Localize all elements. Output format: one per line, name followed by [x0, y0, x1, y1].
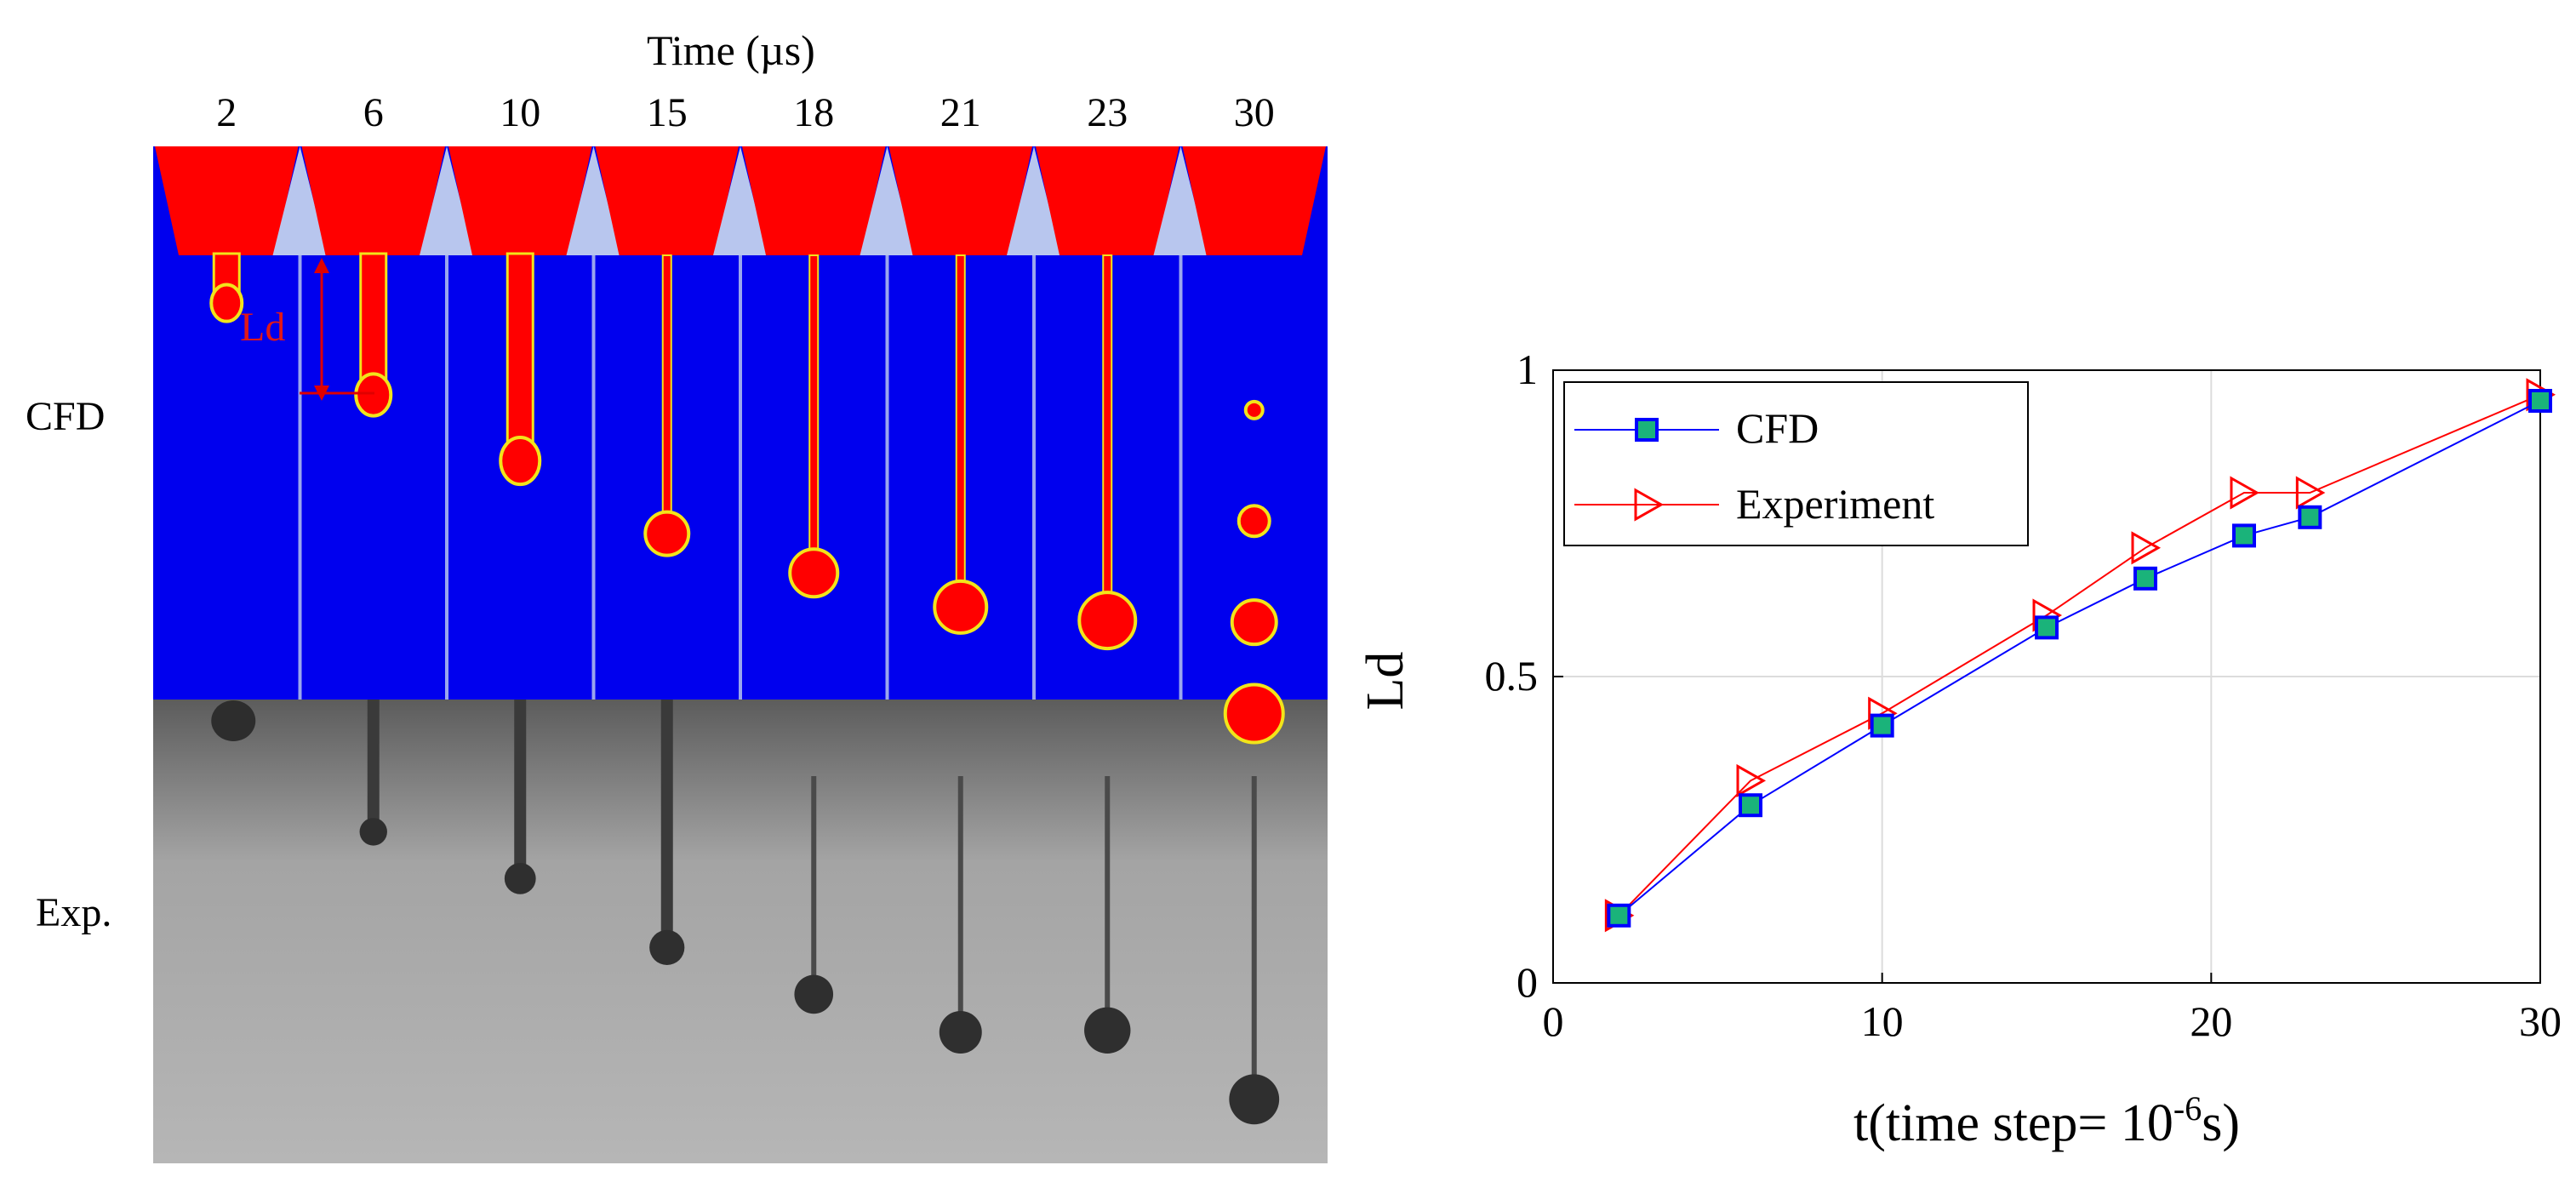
- exp-background: [153, 700, 1328, 1163]
- time-header: Time (µs): [647, 26, 815, 74]
- experiment-point: [2230, 476, 2260, 510]
- ld-annotation: Ld: [240, 305, 285, 350]
- liquid-reservoir: [1182, 146, 1326, 255]
- exp-ligament: [957, 776, 963, 1037]
- legend-exp-label: Experiment: [1736, 480, 1934, 528]
- legend-cfd-marker: [1635, 418, 1659, 442]
- exp-ligament: [367, 700, 380, 832]
- jet-head: [1077, 591, 1138, 651]
- exp-ligament: [1251, 776, 1257, 1108]
- liquid-reservoir: [888, 146, 1032, 255]
- satellite-droplet: [1237, 504, 1271, 539]
- experiment-point: [1736, 763, 1767, 797]
- experiment-point: [2295, 476, 2326, 510]
- satellite-droplet: [1230, 598, 1278, 647]
- time-label: 6: [363, 90, 384, 135]
- row-label-exp: Exp.: [36, 890, 112, 935]
- exp-ligament: [514, 700, 527, 879]
- x-axis-label-main: t(time step= 10: [1853, 1094, 2173, 1152]
- cfd-point: [1607, 903, 1631, 928]
- nozzle-gap: [860, 146, 915, 255]
- time-label: 23: [1087, 90, 1128, 135]
- liquid-reservoir: [742, 146, 886, 255]
- legend: CFD Experiment: [1563, 381, 2029, 546]
- exp-droplet: [359, 818, 387, 846]
- y-tick-label: 0: [1516, 958, 1538, 1006]
- x-tick-label: 30: [2519, 997, 2562, 1045]
- cfd-point: [2035, 615, 2059, 640]
- liquid-reservoir: [155, 146, 299, 255]
- liquid-reservoir: [448, 146, 592, 255]
- x-axis-label-unit: s): [2202, 1094, 2240, 1152]
- liquid-reservoir: [595, 146, 739, 255]
- nozzle-gap: [1007, 146, 1061, 255]
- axis-ticks: 0 10 20 30 0 0.5 1: [1485, 346, 2562, 1045]
- x-tick-label: 10: [1861, 997, 1904, 1045]
- series-line-experiment: [1618, 393, 2541, 917]
- jet-head: [788, 547, 840, 599]
- jet-column: [505, 252, 534, 453]
- time-label: 18: [793, 90, 835, 135]
- simulation-comparison-figure: Time (µs) 2 6 10 15 18 21 23 30 CFD Exp. Ld: [26, 26, 1328, 1163]
- liquid-reservoir: [301, 146, 445, 255]
- x-tick-label: 20: [2190, 997, 2232, 1045]
- nozzle-gap: [420, 146, 474, 255]
- legend-cfd-label: CFD: [1736, 404, 1819, 452]
- frames-panel: Ld: [153, 146, 1328, 1163]
- series-layer: [1604, 378, 2556, 933]
- jet-head: [933, 579, 989, 635]
- liquid-reservoir: [1036, 146, 1179, 255]
- x-axis-label: t(time step= 10-6s): [1853, 1089, 2240, 1152]
- jet-head: [643, 510, 691, 557]
- cfd-point: [1870, 713, 1894, 738]
- exp-droplet: [649, 929, 685, 965]
- jet-head: [354, 372, 393, 418]
- nozzle-gap: [272, 146, 328, 255]
- jet-head: [209, 283, 244, 323]
- satellite-droplet: [1223, 683, 1285, 745]
- cfd-point: [2133, 566, 2157, 591]
- cfd-point: [1739, 793, 1762, 818]
- nozzle-gap: [713, 146, 768, 255]
- exp-droplet: [504, 863, 536, 894]
- nozzle-gap: [1153, 146, 1208, 255]
- x-axis-label-exponent: -6: [2173, 1089, 2202, 1128]
- experiment-point: [2131, 531, 2162, 565]
- row-label-cfd: CFD: [26, 394, 106, 439]
- legend-exp-marker: [1634, 488, 1665, 522]
- y-axis-label: Ld: [1357, 652, 1414, 711]
- exp-frames: [211, 700, 1280, 1125]
- cfd-point: [2528, 389, 2552, 413]
- x-tick-label: 0: [1543, 997, 1564, 1045]
- exp-ligament: [811, 776, 817, 997]
- jet-head: [499, 435, 542, 487]
- exp-droplet: [939, 1011, 982, 1054]
- exp-ligament: [660, 700, 673, 948]
- time-label: 21: [940, 90, 981, 135]
- exp-droplet: [1084, 1007, 1131, 1054]
- time-label: 30: [1233, 90, 1275, 135]
- time-label: 15: [646, 90, 688, 135]
- exp-ligament: [1105, 776, 1111, 1037]
- exp-droplet: [211, 700, 256, 741]
- nozzle-gap: [566, 146, 621, 255]
- time-label: 2: [216, 90, 237, 135]
- cfd-frames: [155, 146, 1326, 745]
- cfd-point: [2298, 505, 2322, 529]
- exp-droplet: [1229, 1074, 1280, 1125]
- legend-box: [1563, 381, 2029, 546]
- y-tick-label: 1: [1516, 346, 1538, 393]
- jet-column: [359, 252, 388, 388]
- cfd-point: [2232, 523, 2256, 548]
- satellite-droplet: [1243, 399, 1265, 420]
- y-tick-label: 0.5: [1485, 652, 1539, 700]
- time-label: 10: [500, 90, 541, 135]
- exp-droplet: [794, 974, 834, 1014]
